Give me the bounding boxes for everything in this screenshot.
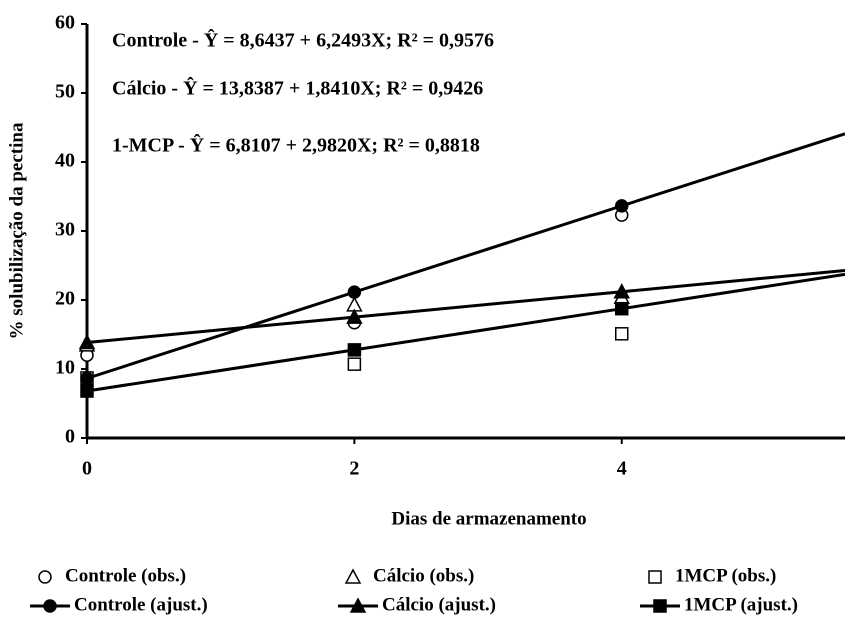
marker	[80, 371, 94, 386]
marker	[613, 283, 630, 299]
marker	[349, 597, 367, 613]
legend-label: Cálcio (ajust.)	[382, 594, 496, 615]
marker	[648, 570, 662, 584]
marker	[614, 327, 629, 341]
marker	[80, 384, 94, 398]
y-tick-label: 40	[55, 150, 75, 172]
y-tick-label: 50	[55, 81, 75, 103]
marker	[347, 285, 362, 299]
marker	[614, 301, 629, 316]
x-tick-label: 4	[617, 458, 627, 480]
annotation: Controle - Ŷ = 8,6437 + 6,2493X; R² = 0,…	[112, 28, 494, 52]
y-tick-label: 60	[55, 12, 75, 34]
legend-label: 1MCP (obs.)	[675, 565, 776, 586]
marker	[38, 570, 52, 584]
marker	[78, 333, 96, 350]
legend-label: Cálcio (obs.)	[373, 565, 474, 586]
marker	[614, 199, 629, 213]
y-tick-label: 10	[55, 357, 75, 379]
fit-line	[86, 272, 845, 393]
fit-line	[86, 268, 845, 344]
marker	[347, 357, 362, 371]
fit-line	[86, 132, 845, 380]
x-tick-label: 0	[82, 458, 92, 480]
legend-label: Controle (ajust.)	[74, 594, 208, 615]
legend-label: Controle (obs.)	[65, 565, 186, 586]
annotation: Cálcio - Ŷ = 13,8387 + 1,8410X; R² = 0,9…	[112, 76, 483, 100]
x-axis-label: Dias de armazenamento	[391, 508, 586, 529]
marker	[653, 599, 667, 613]
y-tick-label: 0	[65, 426, 75, 448]
legend-label: 1MCP (ajust.)	[684, 594, 798, 615]
marker	[43, 599, 57, 613]
annotation: 1-MCP - Ŷ = 6,8107 + 2,9820X; R² = 0,881…	[112, 133, 480, 157]
marker	[347, 343, 362, 357]
y-tick-label: 30	[55, 219, 75, 241]
marker	[346, 308, 363, 324]
x-tick-label: 2	[349, 458, 359, 480]
marker	[344, 568, 362, 584]
y-axis-label: % solubilização da pectina	[6, 122, 27, 339]
y-tick-label: 20	[55, 288, 75, 310]
